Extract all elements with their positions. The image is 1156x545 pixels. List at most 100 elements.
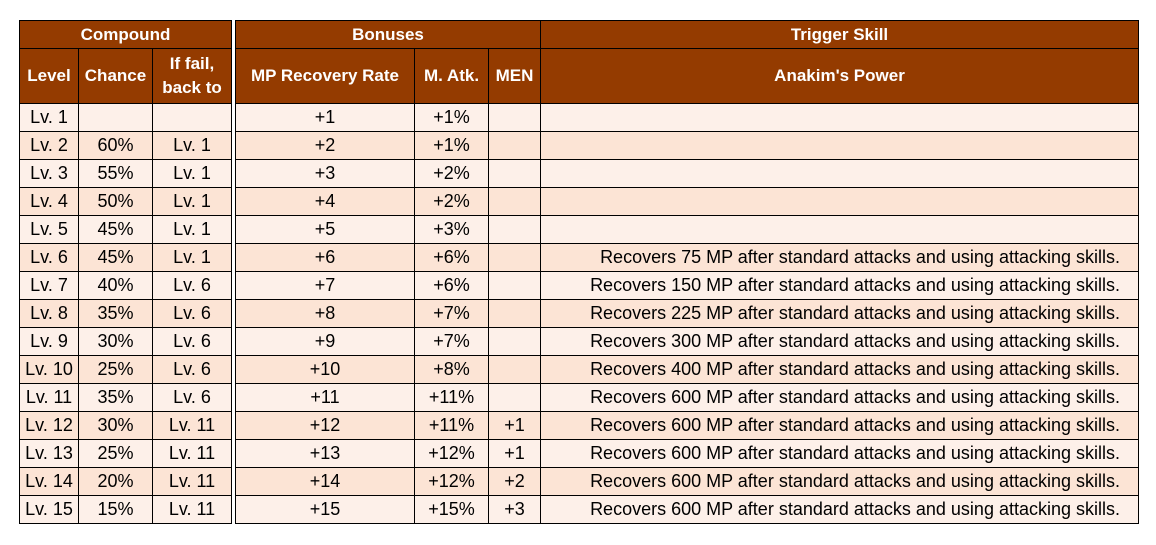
table-row: Lv. 7 40% Lv. 6 +7 +6% Recovers 150 MP after … [19, 271, 1139, 300]
m-atk-cell: +8% [414, 355, 489, 384]
men-cell [488, 187, 541, 216]
if-fail-cell: Lv. 11 [152, 411, 232, 440]
skill-cell: Recovers 225 MP after standard attacks a… [540, 299, 1139, 328]
level-cell: Lv. 15 [19, 495, 79, 524]
m-atk-cell: +7% [414, 327, 489, 356]
table-row: Lv. 14 20% Lv. 11 +14 +12% +2 Recovers 600 MP … [19, 467, 1139, 496]
trigger-skill-group-header: Trigger Skill [540, 20, 1139, 49]
chance-cell: 35% [78, 299, 153, 328]
chance-cell [78, 103, 153, 132]
mp-recovery-cell: +12 [235, 411, 415, 440]
chance-cell: 45% [78, 215, 153, 244]
level-cell: Lv. 13 [19, 439, 79, 468]
m-atk-cell: +15% [414, 495, 489, 524]
if-fail-header: If fail, back to [152, 48, 232, 104]
m-atk-cell: +2% [414, 159, 489, 188]
chance-cell: 60% [78, 131, 153, 160]
m-atk-cell: +11% [414, 411, 489, 440]
chance-cell: 35% [78, 383, 153, 412]
level-cell: Lv. 8 [19, 299, 79, 328]
skill-cell [540, 215, 1139, 244]
m-atk-cell: +12% [414, 439, 489, 468]
if-fail-cell [152, 103, 232, 132]
level-cell: Lv. 6 [19, 243, 79, 272]
chance-cell: 40% [78, 271, 153, 300]
if-fail-cell: Lv. 1 [152, 131, 232, 160]
men-header: MEN [488, 48, 541, 104]
men-cell [488, 131, 541, 160]
level-cell: Lv. 14 [19, 467, 79, 496]
m-atk-cell: +1% [414, 131, 489, 160]
level-cell: Lv. 2 [19, 131, 79, 160]
if-fail-header-line2: back to [162, 78, 222, 97]
table-row: Lv. 2 60% Lv. 1 +2 +1% [19, 131, 1139, 160]
mp-recovery-cell: +7 [235, 271, 415, 300]
skill-cell [540, 187, 1139, 216]
mp-recovery-cell: +14 [235, 467, 415, 496]
level-cell: Lv. 9 [19, 327, 79, 356]
men-cell: +1 [488, 439, 541, 468]
if-fail-cell: Lv. 1 [152, 243, 232, 272]
table-row: Lv. 5 45% Lv. 1 +5 +3% [19, 215, 1139, 244]
mp-recovery-cell: +15 [235, 495, 415, 524]
chance-cell: 30% [78, 411, 153, 440]
mp-recovery-cell: +11 [235, 383, 415, 412]
mp-recovery-cell: +4 [235, 187, 415, 216]
m-atk-cell: +3% [414, 215, 489, 244]
table-row: Lv. 3 55% Lv. 1 +3 +2% [19, 159, 1139, 188]
if-fail-cell: Lv. 1 [152, 187, 232, 216]
chance-cell: 30% [78, 327, 153, 356]
chance-cell: 25% [78, 355, 153, 384]
skill-cell: Recovers 75 MP after standard attacks an… [540, 243, 1139, 272]
chance-header: Chance [78, 48, 153, 104]
men-cell [488, 327, 541, 356]
skill-cell: Recovers 400 MP after standard attacks a… [540, 355, 1139, 384]
table-row: Lv. 11 35% Lv. 6 +11 +11% Recovers 600 MP aft… [19, 383, 1139, 412]
if-fail-cell: Lv. 6 [152, 327, 232, 356]
table-row: Lv. 4 50% Lv. 1 +4 +2% [19, 187, 1139, 216]
compound-group-header: Compound [19, 20, 232, 49]
level-cell: Lv. 11 [19, 383, 79, 412]
skill-cell: Recovers 600 MP after standard attacks a… [540, 495, 1139, 524]
skill-cell [540, 159, 1139, 188]
men-cell: +3 [488, 495, 541, 524]
skill-cell [540, 103, 1139, 132]
if-fail-cell: Lv. 1 [152, 159, 232, 188]
if-fail-cell: Lv. 11 [152, 495, 232, 524]
table-row: Lv. 12 30% Lv. 11 +12 +11% +1 Recovers 600 MP … [19, 411, 1139, 440]
if-fail-cell: Lv. 6 [152, 299, 232, 328]
table-row: Lv. 10 25% Lv. 6 +10 +8% Recovers 400 MP afte… [19, 355, 1139, 384]
level-cell: Lv. 1 [19, 103, 79, 132]
mp-recovery-cell: +13 [235, 439, 415, 468]
skill-name-header: Anakim's Power [540, 48, 1139, 104]
men-cell: +1 [488, 411, 541, 440]
mp-recovery-cell: +8 [235, 299, 415, 328]
level-cell: Lv. 5 [19, 215, 79, 244]
chance-cell: 45% [78, 243, 153, 272]
m-atk-cell: +6% [414, 271, 489, 300]
if-fail-cell: Lv. 6 [152, 355, 232, 384]
men-cell [488, 355, 541, 384]
level-cell: Lv. 12 [19, 411, 79, 440]
mp-recovery-cell: +2 [235, 131, 415, 160]
men-cell [488, 159, 541, 188]
if-fail-cell: Lv. 6 [152, 271, 232, 300]
chance-cell: 25% [78, 439, 153, 468]
compound-table-wrapper: Compound Bonuses Trigger Skill Level Cha… [19, 20, 1139, 524]
bonuses-group-header: Bonuses [235, 20, 541, 49]
table-row: Lv. 15 15% Lv. 11 +15 +15% +3 Recovers 600 MP … [19, 495, 1139, 524]
if-fail-header-line1: If fail, [169, 54, 215, 73]
mp-recovery-cell: +6 [235, 243, 415, 272]
level-cell: Lv. 10 [19, 355, 79, 384]
chance-cell: 15% [78, 495, 153, 524]
mp-recovery-cell: +10 [235, 355, 415, 384]
m-atk-header: M. Atk. [414, 48, 489, 104]
m-atk-cell: +1% [414, 103, 489, 132]
skill-cell: Recovers 150 MP after standard attacks a… [540, 271, 1139, 300]
level-header: Level [19, 48, 79, 104]
skill-cell: Recovers 600 MP after standard attacks a… [540, 467, 1139, 496]
m-atk-cell: +11% [414, 383, 489, 412]
mp-recovery-cell: +1 [235, 103, 415, 132]
chance-cell: 55% [78, 159, 153, 188]
chance-cell: 20% [78, 467, 153, 496]
